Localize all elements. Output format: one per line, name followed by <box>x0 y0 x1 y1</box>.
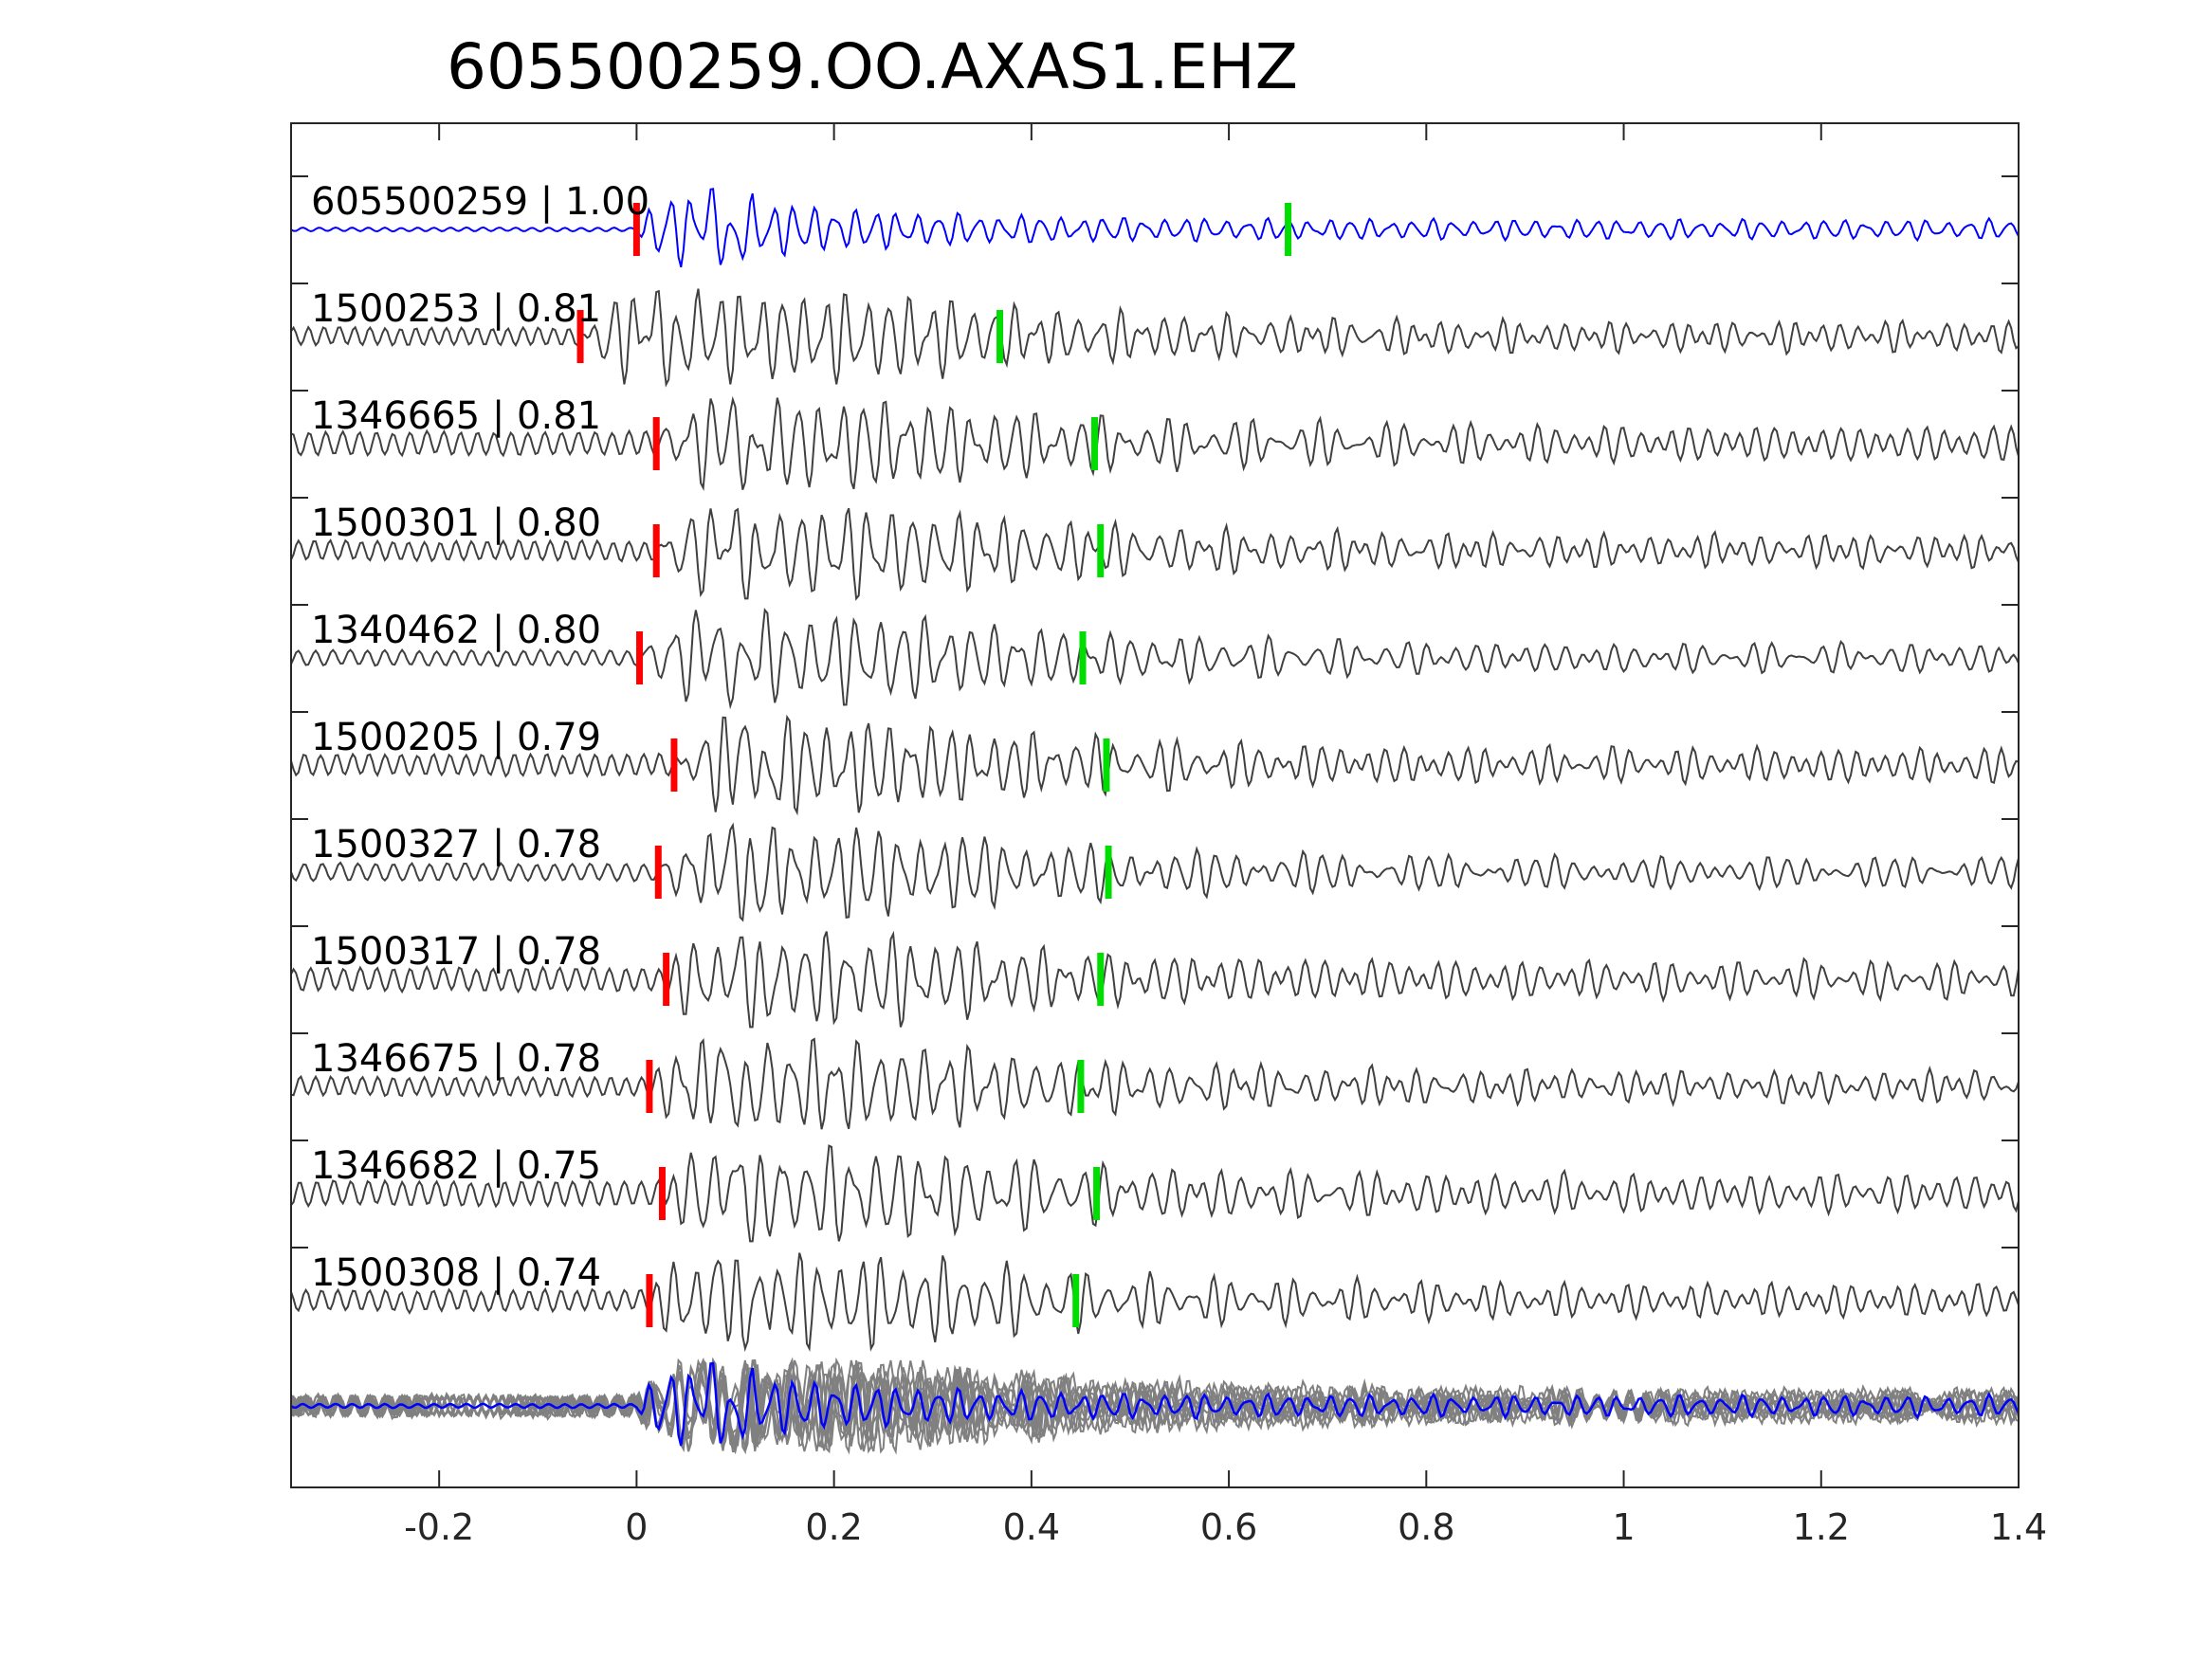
x-tick-label: 0.6 <box>1200 1506 1257 1548</box>
waveform-trace-1500205 <box>290 714 2020 816</box>
x-tick-label: 0.2 <box>805 1506 862 1548</box>
trace-label-1500308: 1500308 | 0.74 <box>311 1251 601 1295</box>
x-tick-label: -0.2 <box>404 1506 474 1548</box>
trace-labels: 605500259 | 1.00 1500253 | 0.81 1346665 | … <box>311 180 649 1295</box>
trace-label-1346675: 1346675 | 0.78 <box>311 1037 601 1081</box>
x-tick-label: 1.4 <box>1990 1506 2047 1548</box>
stack-overlay-trace-1346682 <box>290 1358 2020 1453</box>
axes-box <box>290 122 2020 1488</box>
x-tick-label: 1 <box>1612 1506 1635 1548</box>
x-tick-label: 0.4 <box>1003 1506 1060 1548</box>
waveform-trace-1500327 <box>290 822 2020 922</box>
trace-label-1346665: 1346665 | 0.81 <box>311 394 601 438</box>
x-tick-label: 0.8 <box>1398 1506 1454 1548</box>
trace-label-1500301: 1500301 | 0.80 <box>311 501 601 545</box>
axes: -0.2 0 0.2 0.4 0.6 0.8 1 1.2 1.4 <box>290 122 2047 1548</box>
waveform-trace-605500259 <box>290 188 2020 268</box>
picks-layer <box>576 203 1292 1327</box>
waveform-trace-1340462 <box>290 608 2020 710</box>
trace-label-1340462: 1340462 | 0.80 <box>311 609 601 652</box>
waveform-trace-1500308 <box>290 1252 2020 1353</box>
stack-template-trace <box>290 1361 2020 1447</box>
trace-label-1500327: 1500327 | 0.78 <box>311 823 601 866</box>
trace-label-1346682: 1346682 | 0.75 <box>311 1144 601 1188</box>
traces-layer <box>290 188 2020 1353</box>
waveform-trace-1346682 <box>290 1144 2020 1243</box>
waveform-trace-1500317 <box>290 930 2020 1029</box>
stack-layer <box>290 1357 2020 1455</box>
trace-label-1500253: 1500253 | 0.81 <box>311 287 601 331</box>
waveform-trace-1500301 <box>290 507 2020 601</box>
waveform-trace-1346665 <box>290 395 2020 491</box>
trace-label-1500205: 1500205 | 0.79 <box>311 716 601 759</box>
stack-overlay-trace-1346675 <box>290 1358 2020 1455</box>
x-tick-label: 0 <box>625 1506 648 1548</box>
x-tick-label: 1.2 <box>1793 1506 1850 1548</box>
trace-label-605500259: 605500259 | 1.00 <box>311 180 649 224</box>
trace-label-1500317: 1500317 | 0.78 <box>311 930 601 974</box>
waveform-trace-1346675 <box>290 1037 2020 1130</box>
chart-title: 605500259.OO.AXAS1.EHZ <box>447 30 1298 103</box>
